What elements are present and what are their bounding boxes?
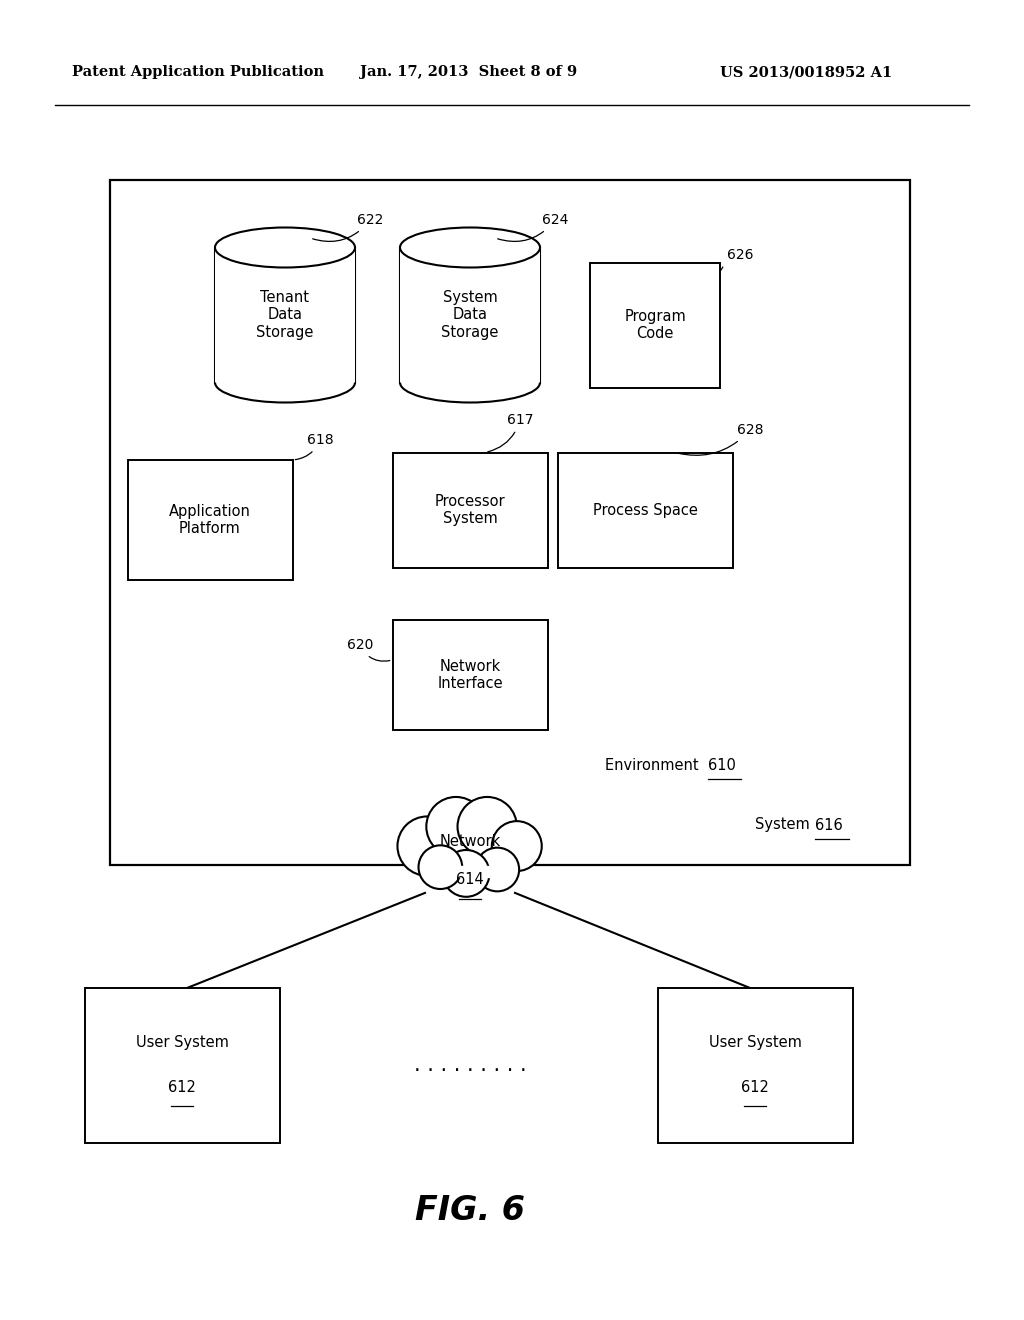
Text: System
Data
Storage: System Data Storage	[441, 290, 499, 339]
Text: Patent Application Publication: Patent Application Publication	[72, 65, 324, 79]
FancyBboxPatch shape	[657, 987, 853, 1143]
Text: User System: User System	[709, 1035, 802, 1051]
Text: 622: 622	[312, 213, 383, 242]
Circle shape	[458, 797, 517, 857]
FancyBboxPatch shape	[392, 620, 548, 730]
Text: Network: Network	[439, 834, 501, 850]
Text: US 2013/0018952 A1: US 2013/0018952 A1	[720, 65, 892, 79]
Text: 617: 617	[487, 413, 534, 451]
Text: System: System	[755, 817, 814, 833]
Circle shape	[442, 850, 489, 896]
Text: Program
Code: Program Code	[624, 309, 686, 341]
Text: Environment: Environment	[605, 758, 703, 772]
Text: 614: 614	[456, 873, 484, 887]
Text: Processor
System: Processor System	[434, 494, 505, 527]
Circle shape	[492, 821, 542, 871]
Text: 610: 610	[708, 758, 736, 772]
Text: 616: 616	[815, 817, 843, 833]
Circle shape	[397, 817, 457, 875]
Text: 612: 612	[168, 1080, 196, 1094]
Circle shape	[475, 847, 519, 891]
FancyBboxPatch shape	[392, 453, 548, 568]
Text: 618: 618	[295, 433, 334, 459]
FancyBboxPatch shape	[85, 987, 280, 1143]
FancyBboxPatch shape	[128, 459, 293, 579]
Text: 626: 626	[721, 248, 754, 271]
Text: 612: 612	[741, 1080, 769, 1094]
Text: Network
Interface: Network Interface	[437, 659, 503, 692]
Text: FIG. 6: FIG. 6	[415, 1193, 525, 1226]
Text: Application
Platform: Application Platform	[169, 504, 251, 536]
Polygon shape	[400, 247, 540, 383]
FancyBboxPatch shape	[557, 453, 732, 568]
Polygon shape	[215, 247, 355, 383]
Text: 620: 620	[347, 638, 390, 661]
Text: User System: User System	[135, 1035, 228, 1051]
Text: 624: 624	[498, 213, 568, 242]
Ellipse shape	[400, 227, 540, 268]
Text: Jan. 17, 2013  Sheet 8 of 9: Jan. 17, 2013 Sheet 8 of 9	[360, 65, 578, 79]
Ellipse shape	[215, 227, 355, 268]
Text: Tenant
Data
Storage: Tenant Data Storage	[256, 290, 313, 339]
Text: . . . . . . . . .: . . . . . . . . .	[414, 1055, 526, 1074]
Text: 628: 628	[678, 422, 763, 455]
FancyBboxPatch shape	[110, 180, 910, 865]
Text: Process Space: Process Space	[593, 503, 697, 517]
Circle shape	[426, 797, 485, 857]
Circle shape	[419, 845, 462, 888]
FancyBboxPatch shape	[590, 263, 720, 388]
